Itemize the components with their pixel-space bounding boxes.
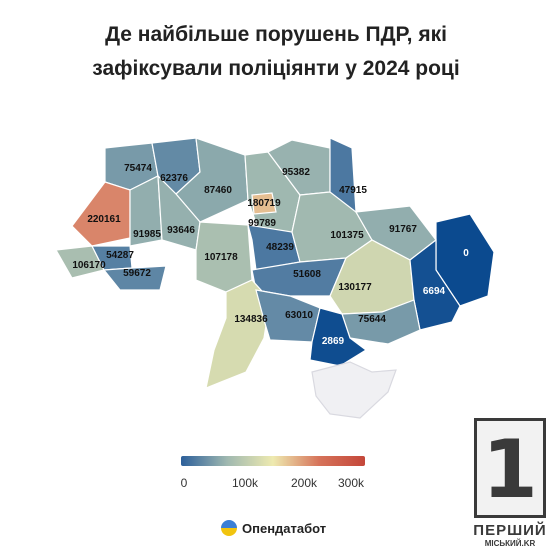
regions-layer xyxy=(55,137,495,419)
region-value-label: 99789 xyxy=(248,218,276,229)
region-value-label: 62376 xyxy=(160,173,188,184)
region-value-label: 107178 xyxy=(204,252,238,263)
watermark-line1: ПЕРШИЙ xyxy=(473,522,547,539)
region-value-label: 51608 xyxy=(293,269,321,280)
region-value-label: 93646 xyxy=(167,225,195,236)
region-value-label: 48239 xyxy=(266,242,294,253)
region-kyiv-city[interactable] xyxy=(251,192,277,215)
legend-tick: 0 xyxy=(180,476,188,490)
region-value-label: 87460 xyxy=(204,185,232,196)
legend-tick: 100k xyxy=(231,476,259,490)
brand-footer[interactable]: Опендатабот xyxy=(221,520,326,536)
legend-tick: 300k xyxy=(337,476,365,490)
brand-name: Опендатабот xyxy=(242,520,327,536)
region-crimea[interactable] xyxy=(311,361,397,419)
region-value-label: 75644 xyxy=(358,314,386,325)
region-value-label: 95382 xyxy=(282,167,310,178)
watermark-logo: 1 ПЕРШИЙ МІСЬКИЙ.KR xyxy=(470,418,550,550)
region-kherson[interactable] xyxy=(309,307,368,367)
region-value-label: 6694 xyxy=(423,286,446,297)
region-odesa[interactable] xyxy=(205,279,271,389)
region-value-label: 106170 xyxy=(72,260,106,271)
region-chernivtsi[interactable] xyxy=(102,265,167,291)
region-value-label: 180719 xyxy=(247,198,281,209)
watermark-digit: 1 xyxy=(482,423,538,516)
region-value-label: 91767 xyxy=(389,224,417,235)
region-ternopil[interactable] xyxy=(129,175,163,247)
region-value-label: 75474 xyxy=(124,163,152,174)
region-lviv[interactable] xyxy=(71,181,131,247)
region-value-label: 47915 xyxy=(339,185,367,196)
region-value-label: 130177 xyxy=(338,282,372,293)
region-value-label: 91985 xyxy=(133,229,161,240)
value-labels: 75474 62376 87460 180719 99789 95382 47915 2201… xyxy=(72,163,469,347)
region-value-label: 101375 xyxy=(330,230,364,241)
region-value-label: 54287 xyxy=(106,250,134,261)
watermark-box: 1 xyxy=(474,418,546,518)
legend-color-scale xyxy=(181,456,365,466)
region-value-label: 0 xyxy=(463,248,469,259)
region-value-label: 220161 xyxy=(87,214,121,225)
brand-logo-icon xyxy=(221,520,237,536)
region-value-label: 59672 xyxy=(123,268,151,279)
legend-tick: 200k xyxy=(290,476,318,490)
region-value-label: 134836 xyxy=(234,314,268,325)
chart-title: Де найбільше порушень ПДР, які зафіксува… xyxy=(92,23,460,80)
region-value-label: 63010 xyxy=(285,310,313,321)
watermark-line2: МІСЬКИЙ.KR xyxy=(484,539,536,548)
region-value-label: 2869 xyxy=(322,336,345,347)
